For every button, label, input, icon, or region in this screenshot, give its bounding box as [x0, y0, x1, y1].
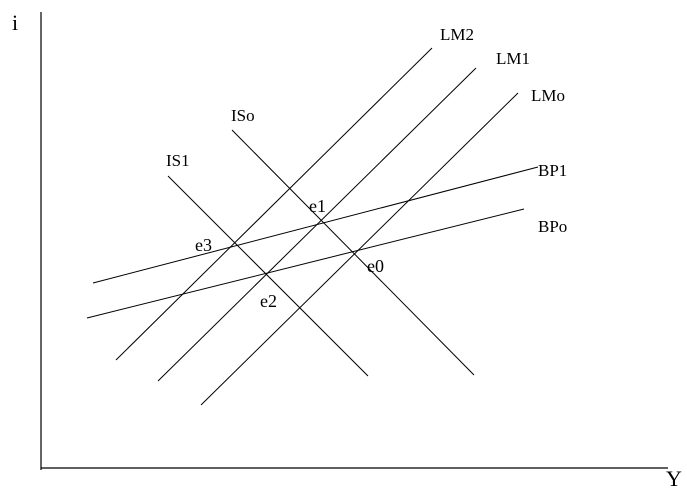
bp1-label: BP1 [538, 161, 567, 180]
iso-label: ISo [231, 106, 255, 125]
point-e3-label: e3 [195, 235, 212, 255]
bp1-curve [92, 166, 539, 284]
lmo-curve [200, 92, 519, 406]
point-e2-label: e2 [260, 291, 277, 311]
point-e1-label: e1 [309, 196, 326, 216]
point-e0-label: e0 [367, 256, 384, 276]
iso-curve [231, 129, 475, 376]
x-axis-label: Y [666, 466, 682, 491]
lm2-label: LM2 [440, 25, 474, 44]
bpo-label: BPo [538, 217, 567, 236]
is1-label: IS1 [166, 151, 190, 170]
lm1-label: LM1 [496, 49, 530, 68]
lm2-curve [115, 47, 433, 361]
is1-curve [167, 175, 369, 377]
bpo-curve [86, 208, 525, 319]
lmo-label: LMo [531, 86, 565, 105]
y-axis-label: i [12, 10, 18, 35]
